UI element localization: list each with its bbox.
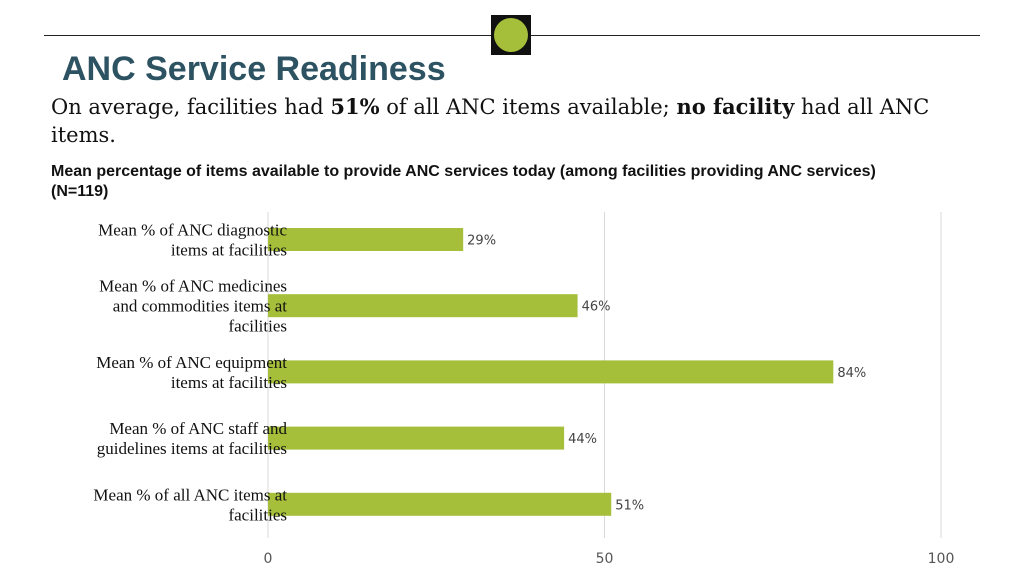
category-label-line: and commodities items at <box>113 297 287 316</box>
lead-statement: On average, facilities had 51% of all AN… <box>51 93 931 149</box>
bar-0 <box>268 228 464 251</box>
data-label-3: 44% <box>568 432 597 447</box>
data-label-0: 29% <box>467 234 496 249</box>
category-label-line: items at facilities <box>171 241 287 260</box>
category-label-line: facilities <box>228 505 287 524</box>
logo <box>491 15 531 55</box>
x-tick-label-100: 100 <box>928 551 955 567</box>
logo-circle-icon <box>494 18 528 52</box>
category-label-line: facilities <box>228 317 287 336</box>
category-label-line: Mean % of ANC staff and <box>109 419 287 438</box>
lead-highlight-average: 51% <box>330 94 380 119</box>
lead-highlight-none: no facility <box>676 94 795 119</box>
lead-text-3: had all ANC items. <box>51 95 930 147</box>
bar-2 <box>268 360 834 384</box>
lead-text-1: On average, facilities had <box>51 95 331 119</box>
bar-1 <box>268 294 578 318</box>
data-label-4: 51% <box>615 498 644 513</box>
category-label-line: items at facilities <box>171 373 287 392</box>
category-label-line: Mean % of all ANC items at <box>93 485 287 504</box>
x-tick-label-0: 0 <box>264 551 273 567</box>
data-label-2: 84% <box>837 366 866 381</box>
category-label-line: Mean % of ANC equipment <box>96 353 287 372</box>
category-label-line: Mean % of ANC diagnostic <box>98 221 287 240</box>
x-tick-label-50: 50 <box>596 551 614 567</box>
category-label-2: Mean % of ANC equipment items at faciliti… <box>96 353 287 392</box>
category-label-3: Mean % of ANC staff and guidelines items … <box>97 419 288 458</box>
lead-text-2: of all ANC items available; <box>379 95 677 119</box>
category-label-line: Mean % of ANC medicines <box>99 277 287 296</box>
bar-3 <box>268 426 565 450</box>
bar-4 <box>268 492 612 516</box>
category-label-0: Mean % of ANC diagnostic items at facilit… <box>98 221 287 260</box>
chart-title: Mean percentage of items available to pr… <box>51 163 876 200</box>
data-label-1: 46% <box>582 300 611 315</box>
category-label-line: guidelines items at facilities <box>97 439 287 458</box>
category-label-1: Mean % of ANC medicines and commodities i… <box>99 277 287 336</box>
category-label-4: Mean % of all ANC items at facilities <box>93 485 287 524</box>
page-title: ANC Service Readiness <box>62 50 446 88</box>
